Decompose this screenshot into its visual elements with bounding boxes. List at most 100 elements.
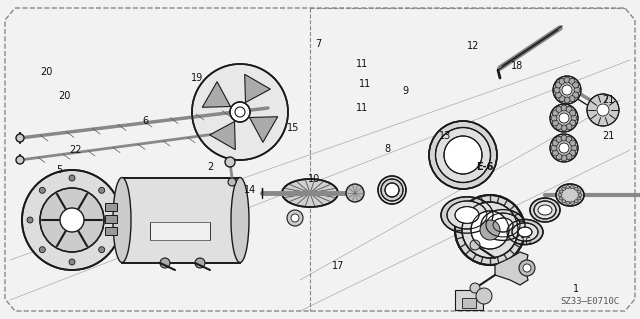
Ellipse shape — [462, 202, 518, 258]
Ellipse shape — [113, 177, 131, 263]
Circle shape — [111, 217, 117, 223]
Circle shape — [476, 288, 492, 304]
Circle shape — [570, 110, 575, 116]
Polygon shape — [244, 74, 270, 102]
Circle shape — [523, 264, 531, 272]
Ellipse shape — [231, 177, 249, 263]
Circle shape — [22, 170, 122, 270]
Circle shape — [192, 64, 288, 160]
Circle shape — [470, 240, 480, 250]
Polygon shape — [250, 117, 278, 142]
Circle shape — [561, 105, 567, 111]
Circle shape — [225, 157, 235, 167]
Ellipse shape — [538, 205, 552, 215]
Text: 20: 20 — [58, 91, 70, 101]
Circle shape — [561, 155, 567, 161]
Ellipse shape — [577, 190, 581, 193]
Ellipse shape — [381, 179, 403, 201]
Circle shape — [16, 156, 24, 164]
Circle shape — [39, 247, 45, 253]
Circle shape — [559, 78, 565, 84]
Text: 19: 19 — [191, 73, 204, 83]
Ellipse shape — [493, 218, 513, 232]
Ellipse shape — [378, 176, 406, 204]
Circle shape — [551, 115, 557, 121]
Circle shape — [561, 125, 567, 131]
Circle shape — [570, 140, 575, 146]
Text: 6: 6 — [143, 116, 149, 126]
Text: E-6: E-6 — [476, 162, 494, 172]
Text: 10: 10 — [307, 174, 320, 184]
Circle shape — [480, 220, 500, 240]
Ellipse shape — [441, 197, 493, 233]
Circle shape — [228, 178, 236, 186]
Ellipse shape — [385, 183, 399, 197]
Text: 13: 13 — [438, 131, 451, 141]
Ellipse shape — [570, 201, 574, 204]
Text: 16: 16 — [520, 237, 532, 248]
Circle shape — [195, 258, 205, 268]
Text: SZ33–E0710C: SZ33–E0710C — [561, 298, 620, 307]
Bar — [150, 222, 210, 240]
Circle shape — [551, 145, 557, 151]
Circle shape — [566, 106, 572, 112]
Circle shape — [574, 87, 580, 93]
Ellipse shape — [559, 190, 563, 193]
Circle shape — [552, 110, 558, 116]
Ellipse shape — [574, 187, 578, 190]
Text: 5: 5 — [56, 165, 62, 175]
Text: 14: 14 — [243, 185, 256, 195]
Circle shape — [556, 92, 561, 98]
Circle shape — [559, 96, 565, 102]
Ellipse shape — [507, 219, 543, 245]
Circle shape — [230, 102, 250, 122]
Ellipse shape — [577, 197, 581, 200]
Text: 7: 7 — [316, 39, 322, 49]
Circle shape — [559, 113, 569, 123]
Bar — [105, 227, 117, 235]
Circle shape — [566, 136, 572, 142]
Circle shape — [27, 217, 33, 223]
Text: 11: 11 — [355, 103, 368, 114]
Circle shape — [519, 260, 535, 276]
Circle shape — [69, 259, 75, 265]
Polygon shape — [210, 122, 236, 150]
Text: 11: 11 — [358, 79, 371, 89]
Circle shape — [69, 175, 75, 181]
Circle shape — [556, 154, 562, 160]
Circle shape — [587, 94, 619, 126]
Circle shape — [160, 258, 170, 268]
Circle shape — [40, 188, 104, 252]
Ellipse shape — [518, 227, 532, 237]
Circle shape — [569, 96, 575, 102]
Circle shape — [564, 97, 570, 103]
Circle shape — [556, 124, 562, 130]
Text: 21: 21 — [602, 95, 614, 106]
Ellipse shape — [530, 198, 560, 222]
Ellipse shape — [512, 223, 538, 241]
Text: 22: 22 — [69, 145, 82, 155]
Ellipse shape — [471, 211, 509, 249]
Bar — [455, 290, 483, 310]
Circle shape — [570, 120, 575, 126]
Polygon shape — [202, 82, 230, 107]
Circle shape — [556, 106, 562, 112]
Ellipse shape — [444, 136, 482, 174]
Circle shape — [39, 187, 45, 193]
Circle shape — [573, 82, 579, 88]
Ellipse shape — [562, 200, 566, 203]
Circle shape — [16, 134, 24, 142]
Circle shape — [553, 76, 581, 104]
Circle shape — [99, 187, 105, 193]
Ellipse shape — [486, 213, 520, 237]
Text: 20: 20 — [40, 67, 52, 77]
Bar — [122, 178, 240, 263]
Ellipse shape — [566, 201, 570, 204]
Circle shape — [571, 145, 577, 151]
Circle shape — [552, 120, 558, 126]
Text: 1: 1 — [573, 284, 579, 294]
Circle shape — [470, 283, 480, 293]
Ellipse shape — [481, 210, 525, 241]
Circle shape — [566, 154, 572, 160]
Ellipse shape — [447, 201, 487, 229]
